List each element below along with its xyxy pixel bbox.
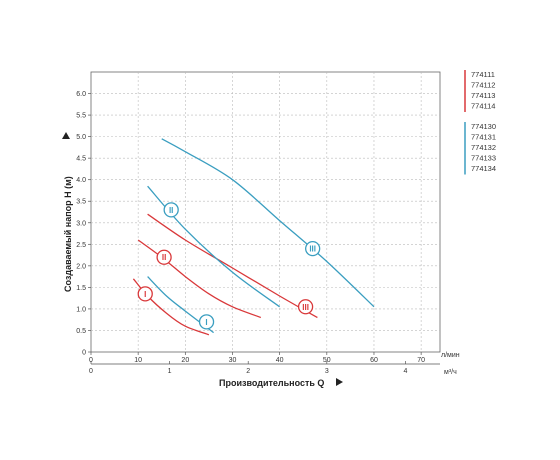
y-tick-label: 5.5 xyxy=(76,113,86,120)
series-marker-red-I xyxy=(137,286,153,302)
series-line-blue-III xyxy=(161,138,375,308)
legend-entry: 774133 xyxy=(471,154,496,163)
legend-entry: 774112 xyxy=(471,81,495,90)
legend-entry: 774114 xyxy=(471,102,495,111)
x-tick-label: 60 xyxy=(370,357,378,364)
series-marker-red-III xyxy=(297,299,314,315)
grid xyxy=(91,72,440,352)
x-axis-arrow-icon xyxy=(336,378,343,386)
y-tick-label: 4.5 xyxy=(76,156,86,163)
legend-entry: 774131 xyxy=(471,133,496,142)
x-unit-label: л/мин xyxy=(441,352,460,359)
y-tick-label: 1.5 xyxy=(76,285,86,292)
y-axis-arrow-icon xyxy=(62,132,70,139)
x-tick-label: 0 xyxy=(89,357,93,364)
y-tick-label: 2.0 xyxy=(76,263,86,270)
legend-entry: 774113 xyxy=(471,91,495,100)
x-axis-title: Производительность Q xyxy=(219,378,324,388)
y-tick-label: 2.5 xyxy=(76,242,86,249)
x-tick-label: 70 xyxy=(417,357,425,364)
legend-entry: 774130 xyxy=(471,122,496,131)
y-tick-label: 5.0 xyxy=(76,134,86,141)
x2-tick-label: 2 xyxy=(246,368,250,375)
series-marker-label: III xyxy=(309,245,316,254)
x-tick-label: 10 xyxy=(134,357,142,364)
y-tick-labels: 0 0.5 1.0 1.5 2.0 2.5 3.0 3.5 4.0 4.5 5.0 5.5 6.0 xyxy=(76,91,91,357)
x-tick-label: 50 xyxy=(323,357,331,364)
x2-unit-label: м³/ч xyxy=(444,369,457,376)
y-tick-label: 3.5 xyxy=(76,199,86,206)
y-tick-label: 0 xyxy=(82,350,86,357)
y-axis-title: Создаваемый напор H (м) xyxy=(63,176,73,292)
x2-tick-label: 4 xyxy=(403,368,407,375)
x-tick-label: 40 xyxy=(276,357,284,364)
series-marker-blue-II xyxy=(163,202,179,218)
series-marker-label: I xyxy=(144,290,146,299)
series-marker-blue-I xyxy=(198,314,215,330)
y-tick-label: 1.0 xyxy=(76,306,86,313)
series-marker-label: II xyxy=(162,253,166,262)
series-marker-blue-III xyxy=(305,240,321,257)
y-tick-label: 0.5 xyxy=(76,328,86,335)
x2-tick-label: 3 xyxy=(325,368,329,375)
series-line-red-III xyxy=(147,213,318,319)
y-tick-label: 4.0 xyxy=(76,177,86,184)
legend-entry: 774111 xyxy=(471,70,495,79)
legend: 7741117741127741137741147741307741317741… xyxy=(464,70,496,175)
y-tick-label: 6.0 xyxy=(76,91,86,98)
series-marker-label: I xyxy=(205,318,207,327)
x-tick-label: 20 xyxy=(181,357,189,364)
y-tick-label: 3.0 xyxy=(76,220,86,227)
x-tick-labels: 0 10 20 30 40 50 60 70 xyxy=(89,352,425,364)
series-marker-red-II xyxy=(156,249,172,265)
series-marker-label: III xyxy=(302,303,309,312)
plot-area xyxy=(90,71,441,353)
x2-tick-labels: 0 1 2 3 4 xyxy=(89,361,440,375)
x2-tick-label: 0 xyxy=(89,368,93,375)
x2-tick-label: 1 xyxy=(168,368,172,375)
legend-entry: 774134 xyxy=(471,164,496,173)
x-tick-label: 30 xyxy=(229,357,237,364)
series-marker-label: II xyxy=(169,206,173,215)
legend-entry: 774132 xyxy=(471,143,496,152)
series-line-blue-II xyxy=(147,185,280,308)
